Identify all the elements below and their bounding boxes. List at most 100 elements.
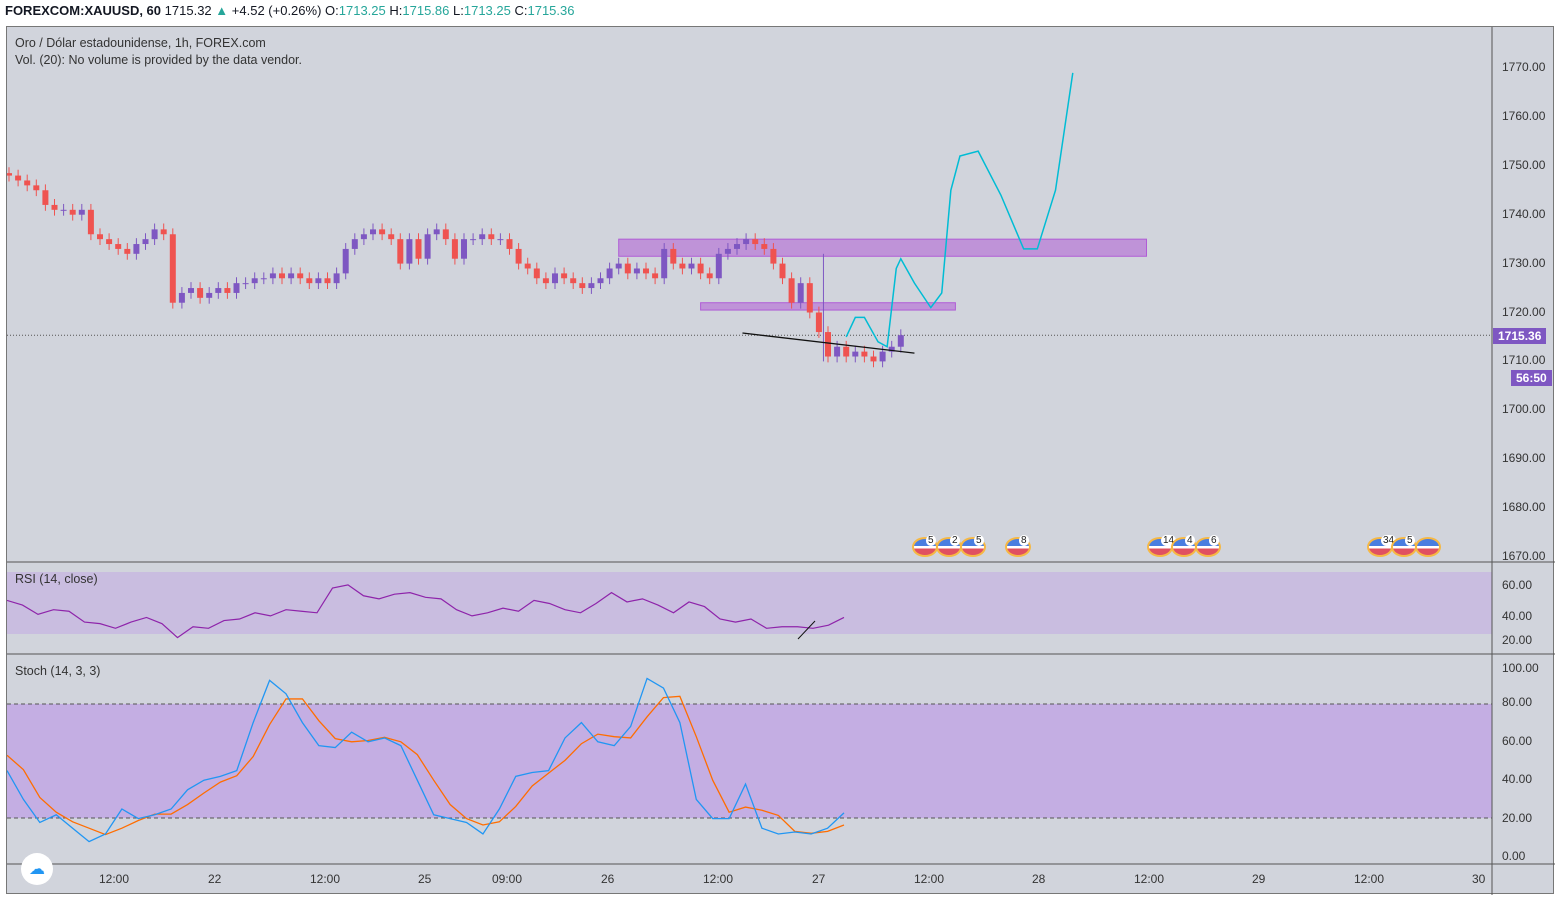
candle-body [315, 278, 322, 284]
candle-body [433, 229, 440, 235]
price-tick: 1730.00 [1502, 255, 1546, 270]
economic-event-icon[interactable]: 8 [1005, 535, 1031, 557]
rsi-band [7, 572, 1492, 634]
close-value: 1715.36 [527, 3, 575, 18]
candle-body [506, 239, 513, 249]
candle-body [333, 273, 340, 284]
time-tick: 25 [418, 872, 432, 886]
stoch-k-line [7, 677, 845, 843]
candle-body [606, 268, 613, 279]
candle-body [624, 263, 631, 274]
last-price-tag: 1715.36 [1493, 328, 1547, 344]
chart-area[interactable]: Oro / Dólar estadounidense, 1h, FOREX.co… [6, 26, 1555, 895]
event-count: 6 [1209, 535, 1219, 546]
economic-event-icon[interactable]: 5 [912, 535, 938, 557]
candle-body [197, 288, 204, 298]
open-value: 1713.25 [338, 3, 386, 18]
economic-event-icon[interactable]: 6 [1195, 535, 1221, 557]
candle-body [215, 288, 222, 293]
candle-body [451, 239, 458, 259]
economic-event-icon[interactable]: 2 [936, 535, 962, 557]
time-tick: 12:00 [1134, 872, 1165, 886]
stoch-label: Stoch (14, 3, 3) [15, 664, 101, 678]
event-count: 5 [974, 535, 984, 546]
candle-body [515, 248, 522, 264]
candle-body [242, 283, 249, 285]
time-tick: 12:00 [99, 872, 130, 886]
candle-body [615, 263, 622, 269]
candle-body [69, 209, 76, 215]
candle-body [388, 234, 395, 240]
time-tick: 22 [208, 872, 222, 886]
supply-zone [700, 302, 956, 311]
price-tick: 1700.00 [1502, 402, 1546, 417]
candle-body [224, 288, 231, 293]
price-tick: 1710.00 [1502, 353, 1546, 368]
candle-body [106, 239, 113, 245]
economic-event-icon[interactable]: 14 [1147, 535, 1177, 557]
candle-body [360, 234, 367, 240]
stoch-tick: 80.00 [1502, 695, 1533, 710]
candle-body [670, 248, 677, 264]
candle-body [87, 209, 94, 235]
time-tick: 12:00 [1354, 872, 1385, 886]
time-tick: 28 [1032, 872, 1046, 886]
event-count: 4 [1185, 535, 1195, 546]
candle-body [397, 239, 404, 264]
price-tick: 1750.00 [1502, 157, 1546, 172]
rsi-trendline [797, 620, 816, 640]
candle-body [761, 244, 768, 249]
candle-body [843, 346, 850, 357]
candle-body [897, 335, 904, 347]
candle-body [415, 239, 422, 259]
price-tick: 1680.00 [1502, 500, 1546, 515]
candle-body [579, 283, 586, 289]
chart-canvas[interactable] [7, 27, 1555, 895]
economic-event-icon[interactable]: 5 [1391, 535, 1417, 557]
price-tick: 1770.00 [1502, 60, 1546, 74]
rsi-tick: 40.00 [1502, 609, 1533, 623]
candle-body [524, 263, 531, 269]
stoch-tick: 100.00 [1502, 661, 1539, 675]
candle-body [151, 229, 158, 240]
price-tick: 1760.00 [1502, 108, 1546, 123]
trendline [742, 332, 915, 354]
candle-body [597, 278, 604, 284]
rsi-label: RSI (14, close) [15, 572, 98, 586]
candle-body [806, 283, 813, 313]
candle-body [60, 209, 67, 211]
candle-body [351, 239, 358, 249]
candle-body [251, 278, 258, 284]
candle-body [679, 263, 686, 269]
high-value: 1715.86 [402, 3, 450, 18]
symbol: FOREXCOM:XAUUSD, 60 [5, 3, 162, 18]
candle-body [825, 332, 831, 357]
candle-body [752, 239, 759, 245]
economic-event-icon[interactable]: 34 [1367, 535, 1397, 557]
economic-event-icon[interactable]: 4 [1171, 535, 1197, 557]
candle-body [479, 234, 486, 240]
candle-body [779, 263, 786, 279]
candle-body [288, 273, 295, 279]
candle-body [188, 288, 194, 293]
event-count: 5 [1405, 535, 1415, 546]
candle-body [370, 229, 376, 235]
candle-body [424, 234, 431, 259]
symbol-header: FOREXCOM:XAUUSD, 60 1715.32 ▲ +4.52 (+0.… [5, 3, 574, 18]
candle-body [260, 278, 267, 280]
candle-body [24, 180, 31, 186]
candle-body [633, 268, 640, 274]
candle-body [470, 239, 477, 241]
stoch-tick: 0.00 [1502, 849, 1526, 863]
bar-countdown: 56:50 [1511, 370, 1552, 386]
economic-event-icon[interactable]: 5 [960, 535, 986, 557]
candle-body [342, 248, 349, 274]
tradingview-logo-icon[interactable]: ☁ [21, 853, 53, 885]
economic-event-icon[interactable] [1415, 537, 1441, 557]
volume-legend: Vol. (20): No volume is provided by the … [15, 53, 302, 67]
candle-body [51, 204, 58, 210]
candle-body [297, 273, 304, 279]
candle-body [97, 234, 103, 240]
candle-body [870, 356, 877, 362]
event-count: 5 [926, 535, 936, 546]
